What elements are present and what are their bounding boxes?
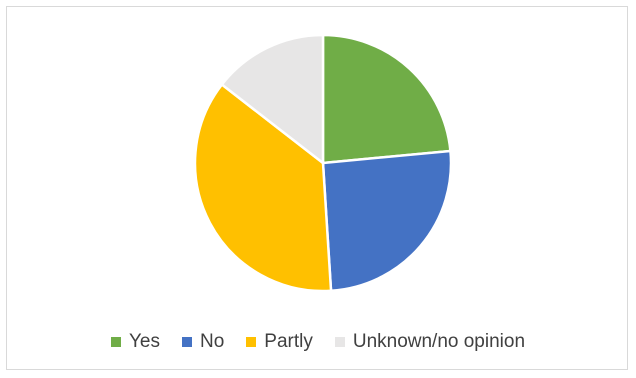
legend-label: Yes (128, 331, 160, 352)
legend-label: Unknown/no opinion (352, 331, 526, 352)
legend-item-partly: Partly (246, 331, 313, 353)
legend-item-no: No (181, 331, 225, 353)
pie-slice-no (321, 149, 453, 292)
legend-item-unknown-no-opinion: Unknown/no opinion (334, 331, 526, 353)
legend-swatch (246, 337, 257, 347)
pie-slice-partly (193, 83, 333, 293)
pie-slices (193, 33, 453, 293)
legend-swatch (181, 337, 192, 347)
pie-slice-unknown-no-opinion (220, 33, 325, 165)
legend: Yes No Partly Unknown/no opinion (0, 330, 636, 354)
legend-swatch (110, 337, 121, 347)
legend-label: No (199, 331, 225, 352)
pie-slice-yes (321, 33, 452, 165)
legend-label: Partly (264, 331, 313, 352)
legend-swatch (334, 337, 345, 347)
legend-item-yes: Yes (110, 331, 160, 353)
